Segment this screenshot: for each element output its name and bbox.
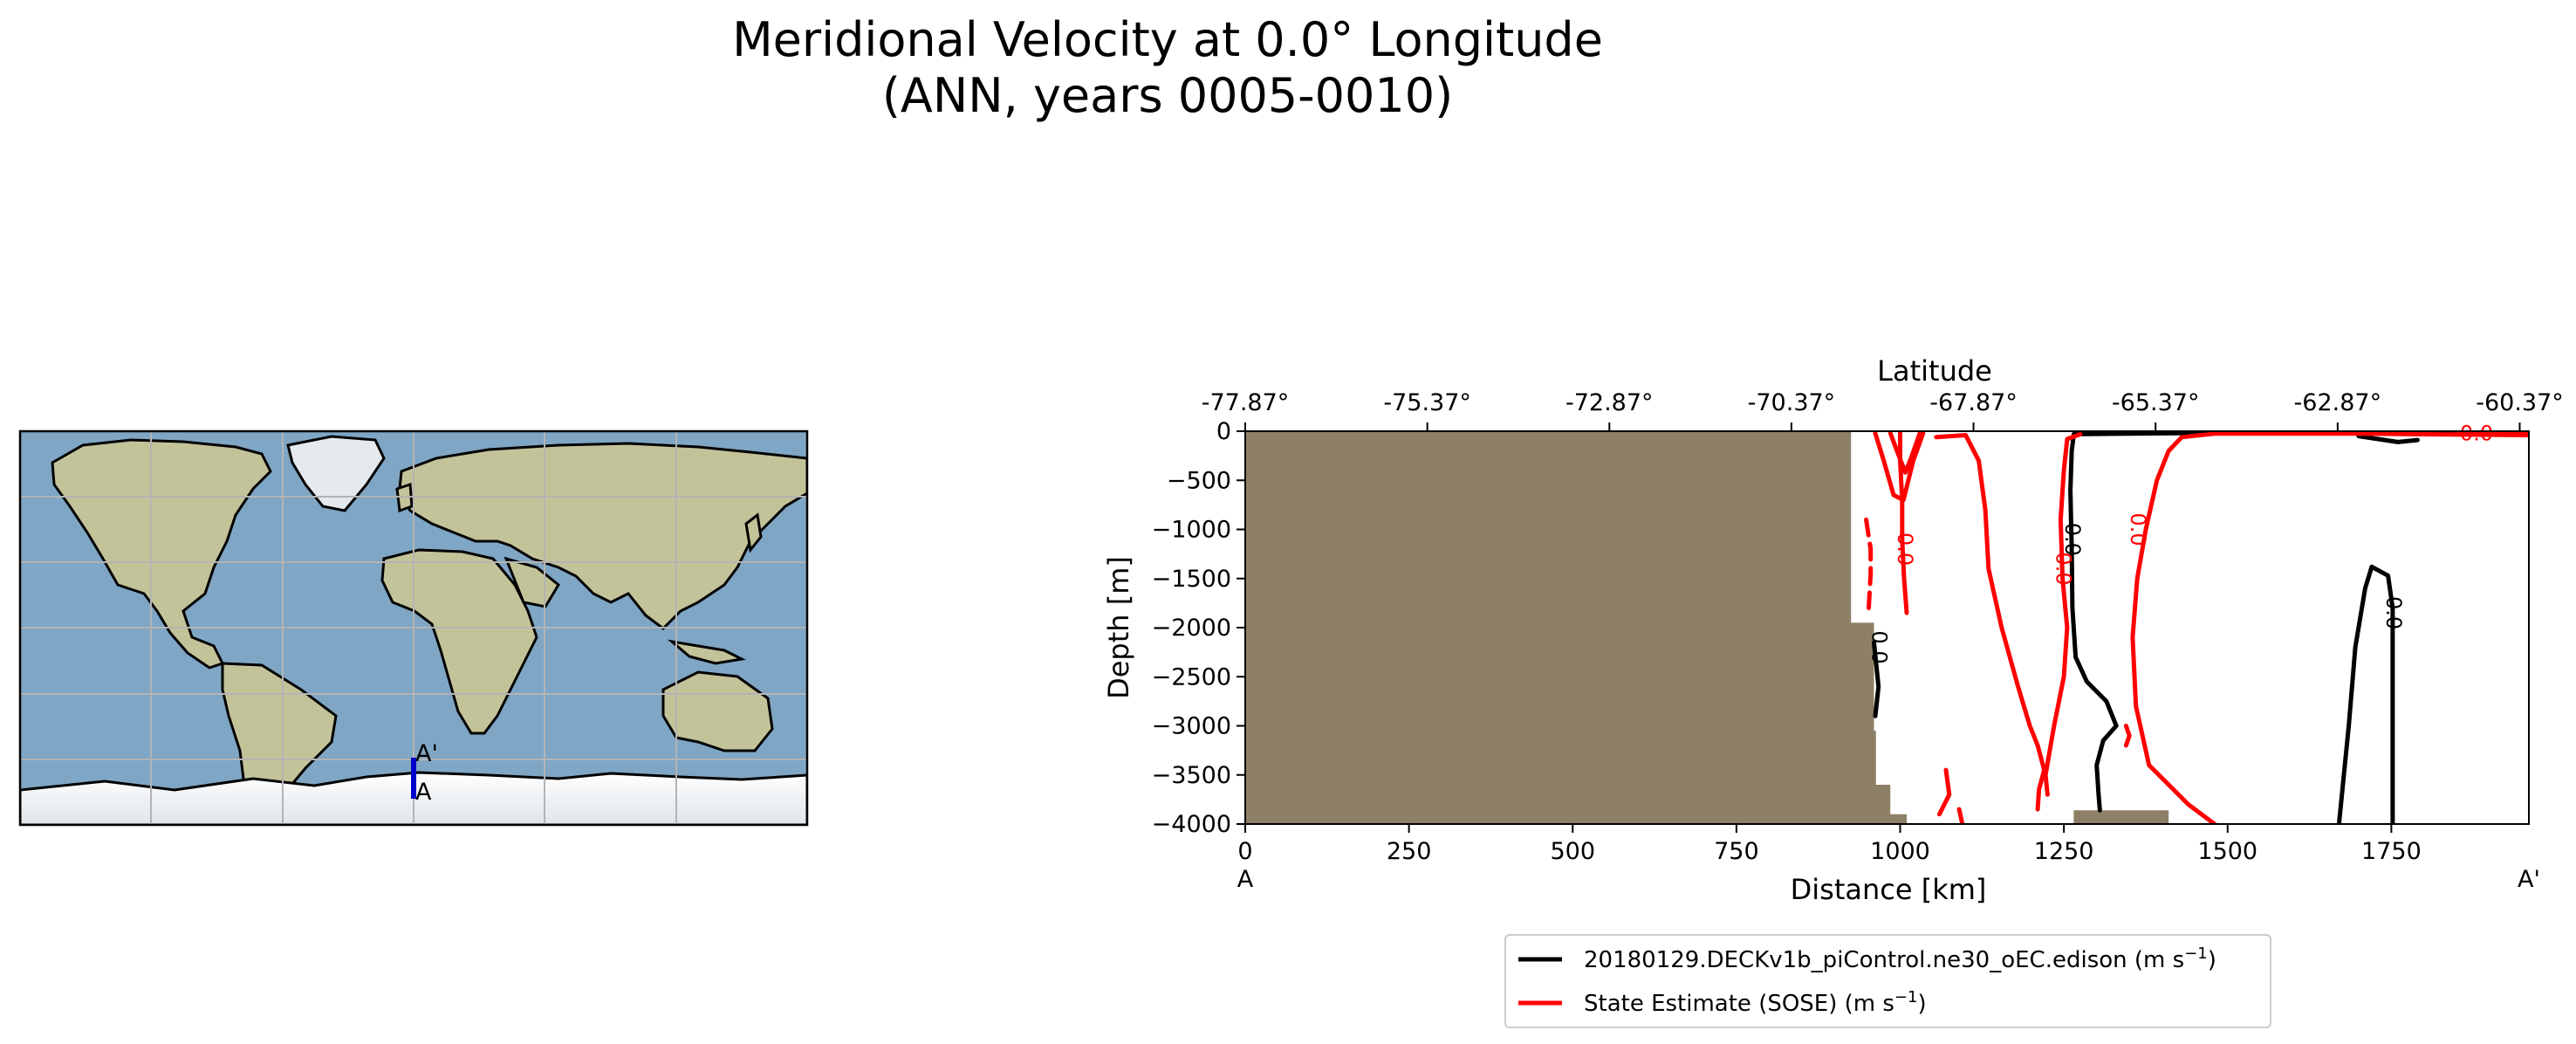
contour-label-sose-3: 0.0 (2460, 421, 2493, 445)
contour-line-sose-6 (2130, 431, 2529, 824)
land-indonesia (667, 639, 746, 665)
y-tick-label-6: −3000 (1152, 713, 1231, 740)
y-tick-label-4: −2000 (1152, 615, 1231, 642)
top-tick-label-6: -62.87° (2294, 389, 2382, 416)
figure-title-line2: (ANN, years 0005-0010) (882, 68, 1453, 123)
legend-entry-model: 20180129.DECKv1b_piControl.ne30_oEC.edis… (1584, 944, 2216, 973)
legend-entry-model-close: ) (2208, 947, 2216, 973)
map-land (51, 435, 807, 825)
top-tick-label-1: -75.37° (1383, 389, 1471, 416)
contour-line-model-3 (1872, 640, 1881, 718)
contour-line-sose-9 (1956, 807, 1965, 824)
top-tick-label-4: -67.87° (1929, 389, 2018, 416)
contour-line-model-4 (2356, 434, 2420, 444)
endpoint-label-start: A (1237, 866, 1254, 893)
top-tick-label-2: -72.87° (1565, 389, 1654, 416)
y-tick-label-8: −4000 (1152, 811, 1231, 838)
legend-entry-sose: State Estimate (SOSE) (m s−1) (1584, 988, 1927, 1017)
contour-line-sose-2 (1887, 431, 1922, 475)
x-tick-label-7: 1750 (2361, 838, 2422, 865)
contour-line-sose-7 (2123, 724, 2132, 748)
y-tick-label-7: −3500 (1152, 762, 1231, 789)
legend: 20180129.DECKv1b_piControl.ne30_oEC.edis… (1504, 934, 2271, 1028)
contour-line-sose-10 (2454, 431, 2529, 436)
y-tick-label-1: −500 (1167, 467, 1231, 494)
x-tick-label-4: 1000 (1870, 838, 1930, 865)
legend-entry-sose-text: State Estimate (SOSE) (m s (1584, 991, 1894, 1017)
contour-line-sose-8 (1937, 767, 1952, 817)
top-tick-label-5: -65.37° (2112, 389, 2200, 416)
y-tick-label-2: −1000 (1152, 517, 1231, 544)
y-tick-label-5: −2500 (1152, 663, 1231, 690)
top-axis-label: Latitude (1877, 354, 1992, 388)
x-tick-label-3: 750 (1714, 838, 1759, 865)
legend-entry-model-text: 20180129.DECKv1b_piControl.ne30_oEC.edis… (1584, 947, 2184, 973)
contour-line-model-1 (2068, 433, 2119, 813)
x-tick-label-2: 500 (1550, 838, 1595, 865)
contour-label-model-1: 0.0 (2381, 596, 2406, 629)
contour-label-sose-2: 0.0 (2126, 512, 2150, 546)
contour-line-sose-4 (1934, 433, 2047, 812)
contour-label-model-2: 0.0 (1867, 630, 1892, 663)
top-tick-label-0: -77.87° (1202, 389, 1290, 416)
map-label-start: A (415, 779, 432, 806)
land-australia (661, 670, 774, 752)
x-tick-label-6: 1500 (2197, 838, 2257, 865)
legend-box (1504, 934, 2271, 1028)
x-tick-label-1: 250 (1387, 838, 1432, 865)
top-tick-label-7: -60.37° (2476, 389, 2564, 416)
section-plot: 0.00.00.00.00.00.00.0 0 250 500 750 1000 1250… (1102, 354, 2564, 906)
figure-title-line1: Meridional Velocity at 0.0° Longitude (732, 12, 1603, 67)
legend-entry-sose-sup: −1 (1894, 988, 1918, 1006)
x-tick-label-0: 0 (1237, 838, 1252, 865)
map-panel: A' A (18, 429, 809, 827)
y-tick-label-3: −1500 (1152, 566, 1231, 593)
y-axis-label: Depth [m] (1102, 556, 1135, 699)
contour-label-sose-0: 0.0 (1893, 532, 1917, 566)
map-frame (18, 429, 809, 827)
map-label-end: A' (415, 740, 438, 767)
bathymetry-fill (1245, 431, 2169, 824)
contour-line-model-2 (2336, 564, 2395, 824)
contour-line-sose-3 (1864, 517, 1874, 610)
legend-entry-model-sup: −1 (2184, 944, 2208, 963)
contour-line-sose-1 (1873, 431, 1926, 503)
land-japan (744, 512, 763, 553)
x-axis-label: Distance [km] (1791, 873, 1987, 906)
y-tick-label-0: 0 (1216, 418, 1231, 445)
x-tick-label-5: 1250 (2034, 838, 2094, 865)
contour-label-model-0: 0.0 (2060, 523, 2085, 556)
land-eurasia (398, 442, 807, 630)
endpoint-label-end: A' (2518, 866, 2540, 893)
top-tick-label-3: -70.37° (1748, 389, 1836, 416)
contour-label-sose-1: 0.0 (2052, 552, 2076, 585)
legend-entry-sose-close: ) (1917, 991, 1926, 1017)
contour-line-sose-5 (2043, 431, 2083, 797)
